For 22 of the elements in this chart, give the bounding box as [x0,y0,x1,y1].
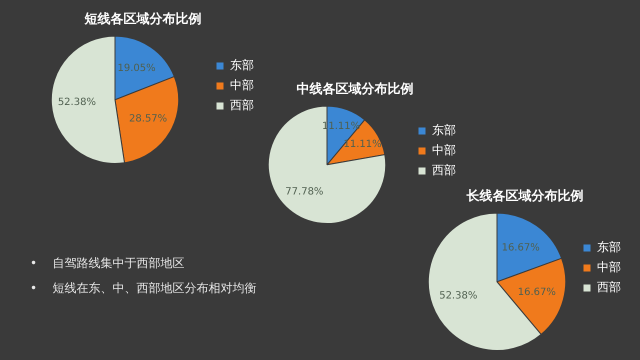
chart-title: 中线各区域分布比例 [296,82,414,98]
legend-label: 西部 [597,280,621,294]
data-label: 77.78% [285,186,324,198]
data-label: 19.05% [117,62,156,74]
legend-label: 东部 [432,123,456,138]
text: • 短线在东、中、西部地区分布相对均衡 [30,280,258,297]
legend-label: 中部 [597,260,621,274]
data-label: 28.57% [129,114,168,125]
chart-title: 短线各区域分布比例 [84,12,202,28]
legend-label: 中部 [230,78,254,92]
data-label: 16.67% [518,287,556,298]
data-label: 52.38% [439,290,478,302]
legend-label: 中部 [432,143,456,158]
legend-label: 西部 [432,163,456,178]
data-label: 11.11% [344,138,382,150]
legend-label: 西部 [230,98,254,112]
data-label: 52.38% [58,97,96,108]
text: • 自驾路线集中于西部地区 [30,255,186,272]
legend-label: 东部 [597,240,621,254]
legend-label: 东部 [230,58,254,72]
chart-title: 长线各区域分布比例 [466,189,584,204]
data-label: 16.67% [502,242,540,254]
